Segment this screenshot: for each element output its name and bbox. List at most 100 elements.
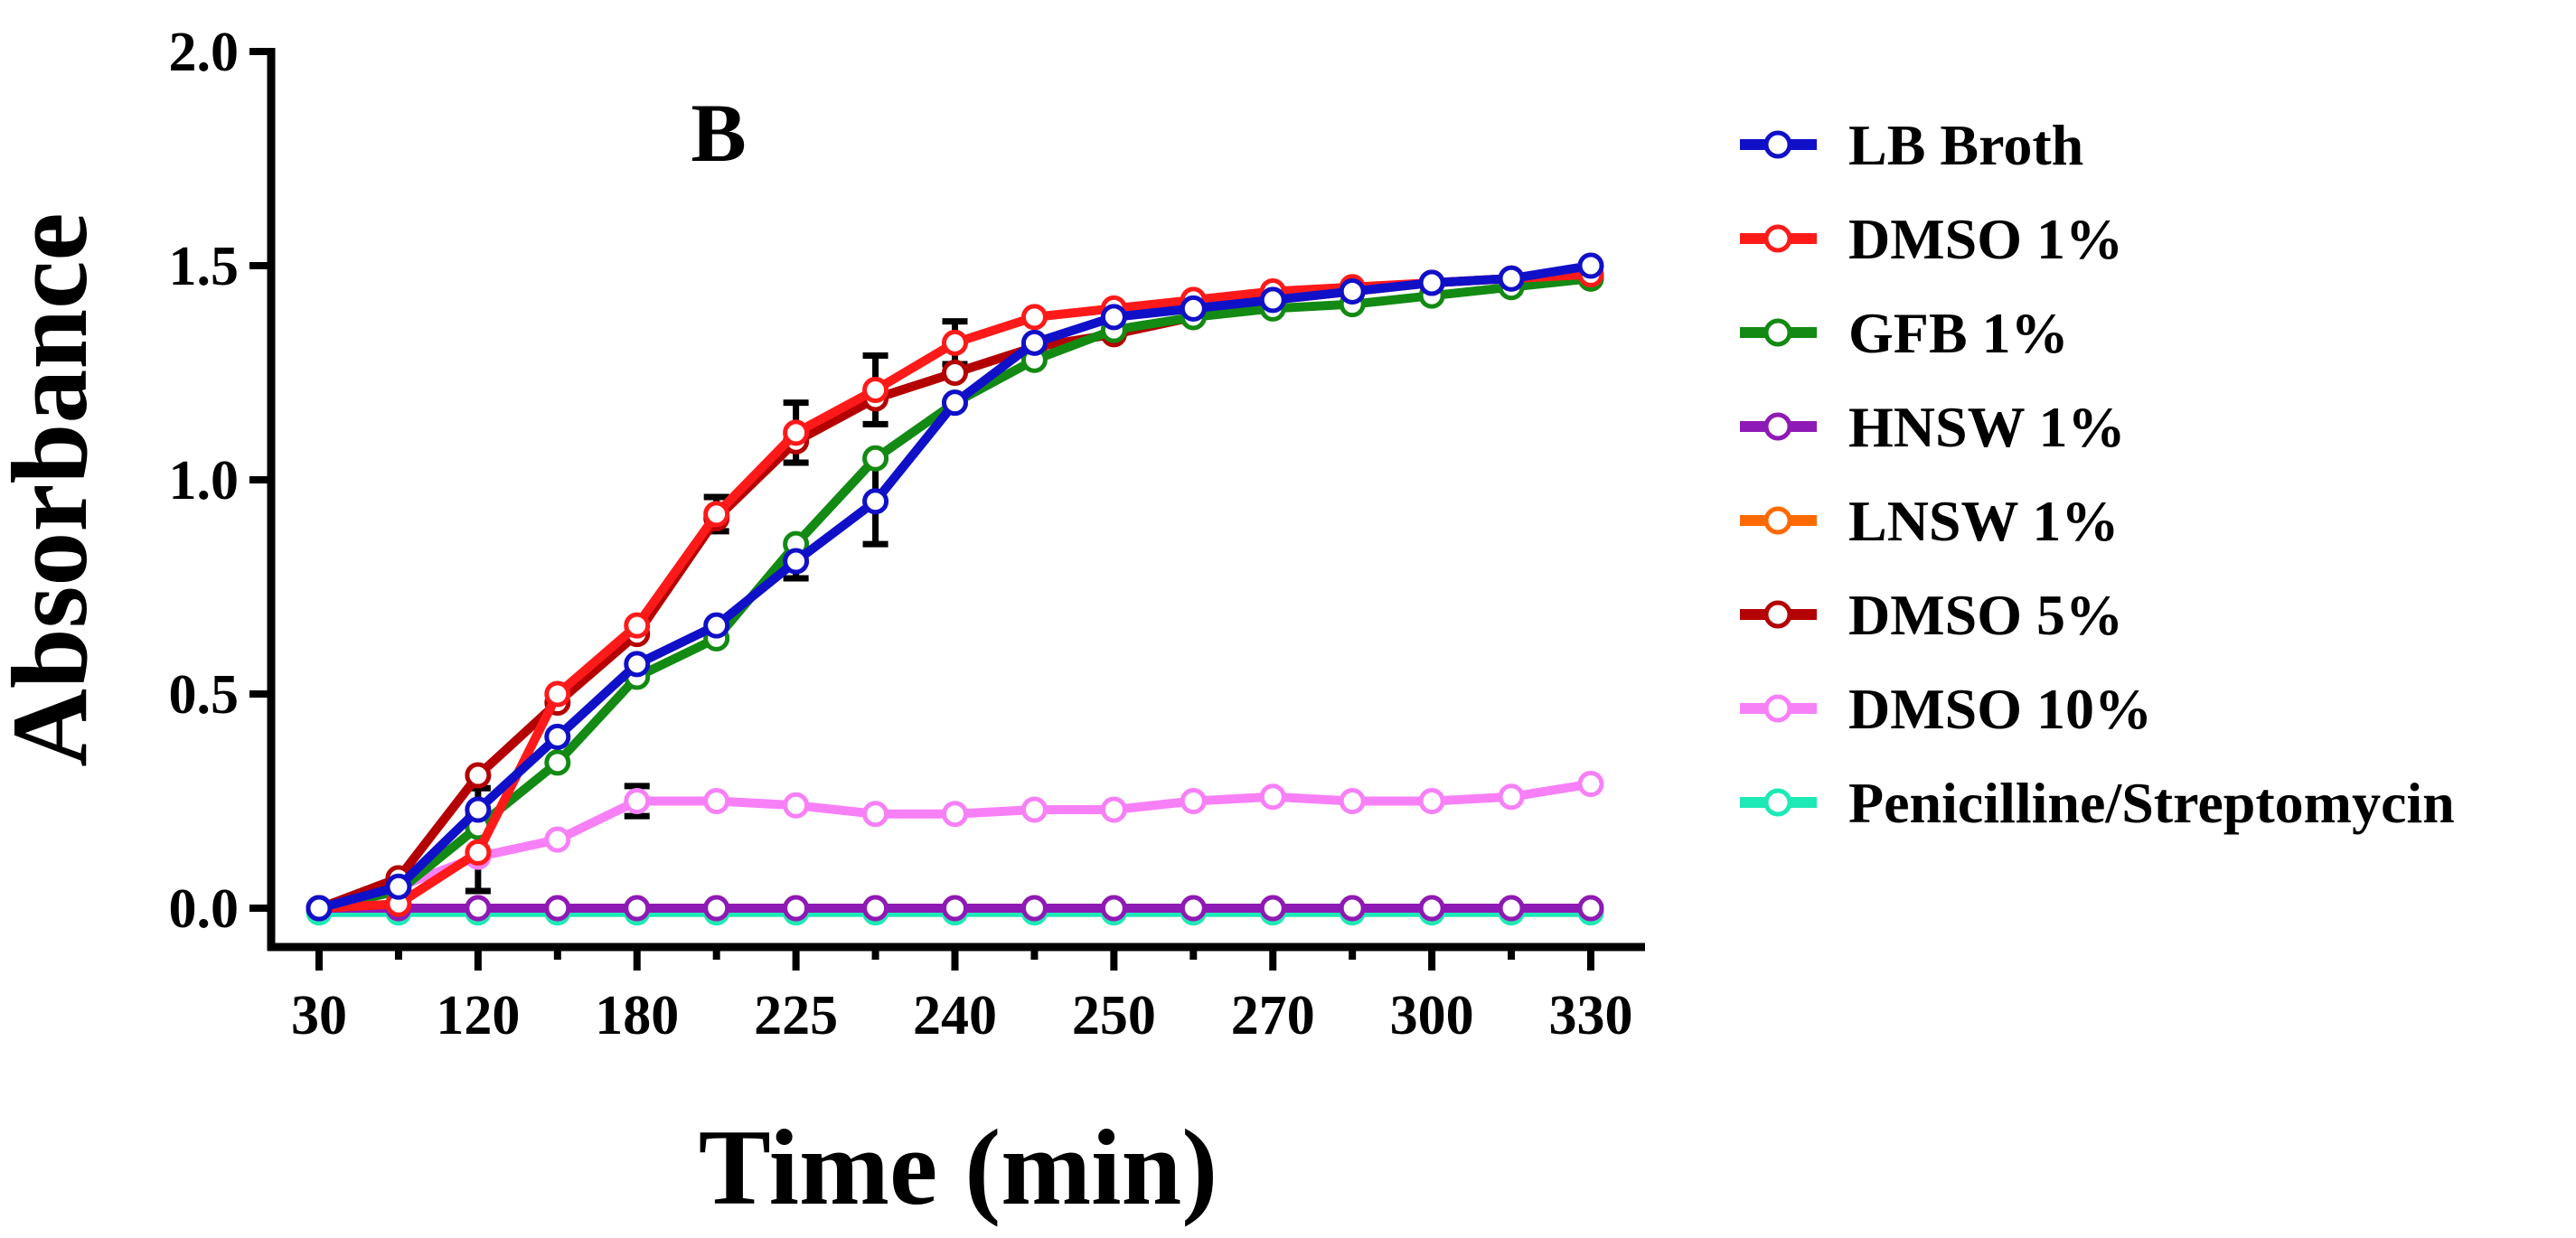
data-point-lb-broth: [942, 389, 968, 417]
x-tick-label: 120: [436, 985, 520, 1046]
legend-swatch-marker: [1763, 412, 1792, 441]
data-point-lb-broth: [1498, 265, 1525, 292]
y-tick-label: 1.0: [169, 450, 240, 511]
data-point-gfb-1: [862, 445, 889, 472]
data-point-lb-broth: [862, 488, 889, 515]
data-point-dmso-1: [465, 839, 492, 866]
x-tick-label: 250: [1072, 985, 1156, 1046]
data-point-dmso-1: [783, 419, 810, 446]
data-point-lb-broth: [1418, 269, 1445, 296]
data-point-lb-broth: [306, 895, 333, 922]
legend-item-lnsw-1: LNSW 1%: [1740, 489, 2119, 553]
data-point-hnsw-1: [1180, 895, 1207, 922]
legend-swatch-marker: [1763, 694, 1792, 723]
series-hnsw-1: [306, 895, 1604, 922]
legend: LB Broth DMSO 1% GFB 1% HNSW 1% LNSW 1% DMSO …: [1740, 113, 2455, 835]
data-point-dmso-10: [1577, 771, 1604, 798]
data-point-lb-broth: [1259, 286, 1286, 314]
data-point-dmso-10: [1418, 788, 1445, 814]
legend-swatch-marker: [1763, 506, 1792, 535]
data-point-hnsw-1: [783, 895, 810, 922]
data-point-hnsw-1: [1339, 895, 1366, 922]
data-point-lb-broth: [1020, 329, 1048, 356]
data-point-lb-broth: [465, 796, 492, 823]
data-point-hnsw-1: [624, 895, 651, 922]
data-point-lb-broth: [783, 548, 810, 575]
y-tick-label: 2.0: [169, 22, 240, 83]
legend-item-penicilline-streptomycin: Penicilline/Streptomycin: [1740, 771, 2455, 835]
data-point-gfb-1: [544, 749, 571, 776]
x-tick-label: 330: [1549, 985, 1633, 1046]
legend-swatch-marker: [1763, 224, 1792, 253]
legend-label: HNSW 1%: [1848, 395, 2125, 459]
legend-label: DMSO 5%: [1848, 583, 2123, 647]
data-point-dmso-1: [862, 376, 889, 403]
data-point-hnsw-1: [1259, 895, 1286, 922]
data-point-dmso-10: [544, 826, 571, 853]
x-tick-label: 225: [754, 985, 838, 1046]
legend-label: LNSW 1%: [1848, 489, 2119, 553]
x-tick-label: 300: [1390, 985, 1474, 1046]
data-point-dmso-10: [1259, 783, 1286, 811]
data-point-dmso-10: [942, 801, 968, 828]
data-point-lb-broth: [1180, 295, 1207, 322]
x-axis-title: Time (min): [699, 1107, 1217, 1227]
data-point-dmso-10: [1020, 796, 1048, 823]
data-point-dmso-1: [942, 329, 968, 356]
data-point-dmso-1: [624, 612, 651, 639]
data-point-dmso-10: [1498, 783, 1525, 811]
data-point-hnsw-1: [1418, 895, 1445, 922]
data-point-hnsw-1: [465, 895, 492, 922]
data-point-lb-broth: [1100, 304, 1127, 331]
legend-label: DMSO 10%: [1848, 677, 2152, 741]
data-point-lb-broth: [1577, 252, 1604, 279]
legend-swatch-marker: [1763, 600, 1792, 629]
legend-label: LB Broth: [1848, 113, 2083, 177]
data-point-dmso-1: [703, 501, 730, 528]
x-tick-label: 180: [595, 985, 679, 1046]
data-point-hnsw-1: [1498, 895, 1525, 922]
data-point-hnsw-1: [703, 895, 730, 922]
legend-item-lb-broth: LB Broth: [1740, 113, 2083, 177]
data-point-hnsw-1: [942, 895, 968, 922]
legend-swatch-marker: [1763, 788, 1792, 817]
legend-item-dmso-1: DMSO 1%: [1740, 207, 2123, 271]
legend-swatch-marker: [1763, 318, 1792, 347]
data-point-lb-broth: [703, 612, 730, 639]
data-point-dmso-10: [783, 792, 810, 819]
data-point-lb-broth: [1339, 277, 1366, 305]
data-point-dmso-5: [942, 360, 968, 386]
y-tick-label: 0.5: [169, 664, 240, 726]
y-tick-label: 1.5: [169, 236, 240, 297]
data-point-dmso-10: [1339, 788, 1366, 814]
data-point-dmso-1: [1020, 304, 1048, 331]
legend-item-hnsw-1: HNSW 1%: [1740, 395, 2125, 459]
panel-letter: B: [691, 87, 746, 179]
data-point-dmso-10: [1180, 788, 1207, 814]
legend-label: Penicilline/Streptomycin: [1848, 771, 2455, 835]
legend-item-dmso-5: DMSO 5%: [1740, 583, 2123, 647]
data-point-hnsw-1: [1100, 895, 1127, 922]
x-tick-label: 30: [291, 985, 347, 1046]
data-point-dmso-10: [703, 788, 730, 814]
y-tick-label: 0.0: [169, 878, 240, 940]
data-point-dmso-10: [862, 801, 889, 828]
legend-item-dmso-10: DMSO 10%: [1740, 677, 2152, 741]
data-point-dmso-10: [624, 788, 651, 814]
data-point-hnsw-1: [862, 895, 889, 922]
data-point-dmso-10: [1100, 796, 1127, 823]
data-point-hnsw-1: [1020, 895, 1048, 922]
series-layer: [306, 252, 1604, 926]
data-point-hnsw-1: [1577, 895, 1604, 922]
y-axis-title: Absorbance: [0, 212, 109, 766]
x-tick-label: 240: [913, 985, 997, 1046]
data-point-hnsw-1: [544, 895, 571, 922]
data-point-lb-broth: [624, 651, 651, 678]
legend-swatch-marker: [1763, 130, 1792, 159]
ticks-layer: 0.0 0.5 1.0 1.5 2.0 30 120 180 225 240 250 270 300 33…: [169, 22, 1633, 1046]
legend-label: DMSO 1%: [1848, 207, 2123, 271]
data-point-lb-broth: [385, 873, 412, 900]
data-point-dmso-5: [465, 762, 492, 789]
x-tick-label: 270: [1231, 985, 1315, 1046]
